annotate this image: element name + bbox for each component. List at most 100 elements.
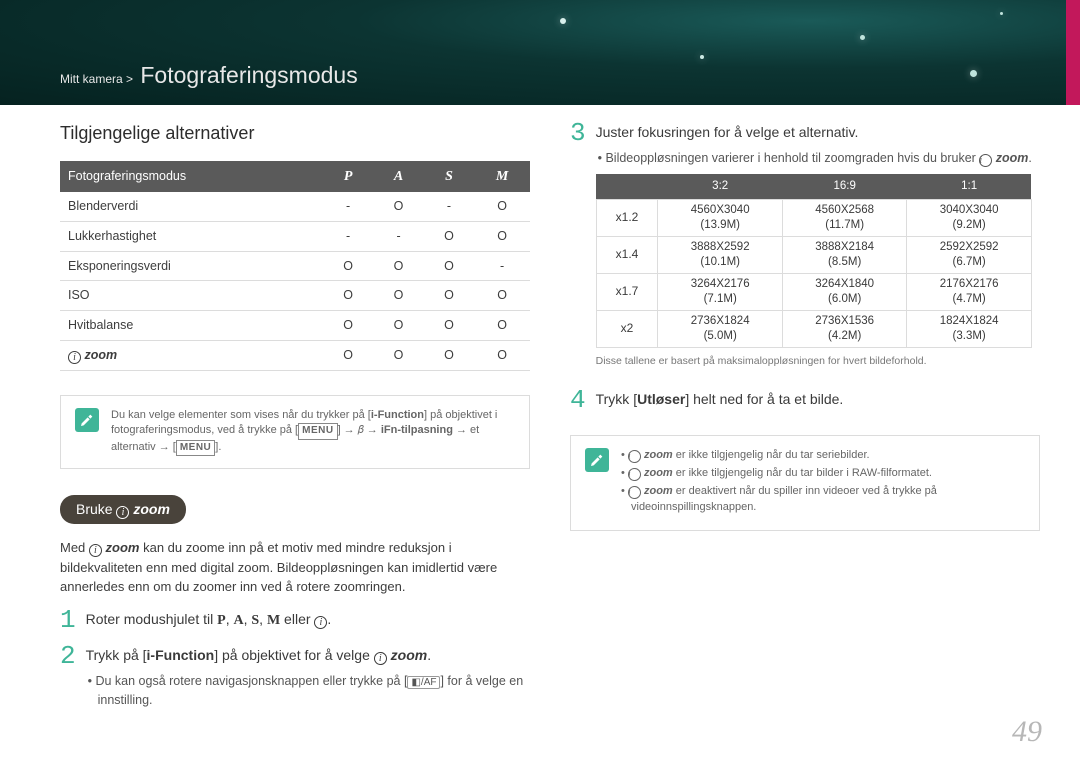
resolution-footnote: Disse tallene er basert på maksimalopplø… (596, 354, 1032, 370)
zoom-factor: x2 (596, 310, 658, 347)
opts-cell: O (424, 221, 474, 251)
res-header: 3:2 (658, 174, 782, 200)
step-3-sub: Bildeoppløsningen varierer i henhold til… (596, 149, 1032, 168)
note-box-right: • i zoom er ikke tilgjengelig når du tar… (570, 435, 1040, 531)
table-row: Blenderverdi-O-O (60, 192, 530, 221)
opts-row-label: Eksponeringsverdi (60, 251, 323, 281)
step-4: 4 Trykk [Utløser] helt ned for å ta et b… (570, 387, 1040, 413)
zoom-factor: x1.2 (596, 200, 658, 237)
res-cell: 2736X1824(5.0M) (658, 310, 782, 347)
table-row: x1.24560X3040(13.9M)4560X2568(11.7M)3040… (596, 200, 1031, 237)
res-cell: 4560X3040(13.9M) (658, 200, 782, 237)
step-4-body: Trykk [Utløser] helt ned for å ta et bil… (596, 387, 844, 413)
res-cell: 2736X1536(4.2M) (782, 310, 906, 347)
opts-cell: O (424, 311, 474, 341)
step-2-sub: Du kan også rotere navigasjonsknappen el… (86, 672, 530, 710)
opts-row-label: Lukkerhastighet (60, 221, 323, 251)
opts-cell: O (323, 340, 373, 370)
opts-cell: O (474, 340, 530, 370)
breadcrumb: Mitt kamera > Fotograferingsmodus (60, 62, 358, 89)
header-band: Mitt kamera > Fotograferingsmodus (0, 0, 1080, 105)
opts-header-label: Fotograferingsmodus (60, 161, 323, 192)
opts-cell: - (373, 221, 423, 251)
note-line: • i zoom er ikke tilgjengelig når du tar… (621, 466, 1025, 482)
step-number: 1 (60, 607, 76, 633)
opts-cell: O (373, 340, 423, 370)
table-row: ISOOOOO (60, 281, 530, 311)
note-text-right: • i zoom er ikke tilgjengelig når du tar… (621, 448, 1025, 518)
opts-row-label: Blenderverdi (60, 192, 323, 221)
opts-mode-header: P (323, 161, 373, 192)
table-row: x1.73264X2176(7.1M)3264X1840(6.0M)2176X2… (596, 273, 1031, 310)
table-row: EksponeringsverdiOOO- (60, 251, 530, 281)
step-2: 2 Trykk på [i-Function] på objektivet fo… (60, 643, 530, 710)
opts-cell: O (424, 251, 474, 281)
table-row: x22736X1824(5.0M)2736X1536(4.2M)1824X182… (596, 310, 1031, 347)
res-cell: 2592X2592(6.7M) (907, 236, 1032, 273)
opts-mode-header: M (474, 161, 530, 192)
opts-cell: O (323, 311, 373, 341)
opts-cell: O (474, 221, 530, 251)
zoom-factor: x1.7 (596, 273, 658, 310)
pen-nib-icon (585, 448, 609, 518)
table-row: HvitbalanseOOOO (60, 311, 530, 341)
res-cell: 3264X2176(7.1M) (658, 273, 782, 310)
step-3: 3 Juster fokusringen for å velge et alte… (570, 120, 1040, 369)
opts-cell: O (424, 340, 474, 370)
res-cell: 3264X1840(6.0M) (782, 273, 906, 310)
res-header (596, 174, 658, 200)
step-number: 3 (570, 120, 586, 369)
opts-cell: - (323, 221, 373, 251)
res-cell: 3040X3040(9.2M) (907, 200, 1032, 237)
opts-row-label: i zoom (60, 340, 323, 370)
left-heading: Tilgjengelige alternativer (60, 120, 530, 147)
step-1: 1 Roter modushjulet til P, A, S, M eller… (60, 607, 530, 633)
options-table: FotograferingsmodusPASM Blenderverdi-O-O… (60, 161, 530, 371)
izoom-pill: Bruke i zoom (60, 469, 530, 534)
opts-row-label: Hvitbalanse (60, 311, 323, 341)
step-2-body: Trykk på [i-Function] på objektivet for … (86, 643, 530, 710)
opts-cell: - (323, 192, 373, 221)
table-row: x1.43888X2592(10.1M)3888X2184(8.5M)2592X… (596, 236, 1031, 273)
table-row: i zoomOOOO (60, 340, 530, 370)
table-row: Lukkerhastighet--OO (60, 221, 530, 251)
left-column: Tilgjengelige alternativer Fotografering… (60, 120, 530, 709)
opts-cell: O (373, 192, 423, 221)
right-column: 3 Juster fokusringen for å velge et alte… (570, 120, 1040, 709)
opts-cell: O (474, 281, 530, 311)
opts-row-label: ISO (60, 281, 323, 311)
note-line: • i zoom er ikke tilgjengelig når du tar… (621, 448, 1025, 464)
breadcrumb-current: Fotograferingsmodus (140, 62, 357, 88)
opts-cell: O (373, 311, 423, 341)
opts-cell: O (474, 192, 530, 221)
zoom-factor: x1.4 (596, 236, 658, 273)
izoom-paragraph: Med i zoom kan du zoome inn på et motiv … (60, 538, 530, 597)
opts-mode-header: S (424, 161, 474, 192)
res-cell: 1824X1824(3.3M) (907, 310, 1032, 347)
opts-cell: - (424, 192, 474, 221)
step-number: 4 (570, 387, 586, 413)
opts-cell: O (424, 281, 474, 311)
opts-cell: O (474, 311, 530, 341)
res-cell: 3888X2184(8.5M) (782, 236, 906, 273)
pen-nib-icon (75, 408, 99, 457)
step-number: 2 (60, 643, 76, 710)
note-line: • i zoom er deaktivert når du spiller in… (621, 484, 1025, 516)
res-cell: 4560X2568(11.7M) (782, 200, 906, 237)
resolution-table: 3:216:91:1 x1.24560X3040(13.9M)4560X2568… (596, 174, 1032, 348)
step-1-body: Roter modushjulet til P, A, S, M eller i… (86, 607, 332, 633)
note-box-left: Du kan velge elementer som vises når du … (60, 395, 530, 470)
opts-cell: O (373, 281, 423, 311)
step-3-body: Juster fokusringen for å velge et altern… (596, 120, 1032, 369)
res-header: 16:9 (782, 174, 906, 200)
res-cell: 2176X2176(4.7M) (907, 273, 1032, 310)
page-number: 49 (1012, 715, 1042, 749)
res-cell: 3888X2592(10.1M) (658, 236, 782, 273)
res-header: 1:1 (907, 174, 1032, 200)
opts-mode-header: A (373, 161, 423, 192)
breadcrumb-parent: Mitt kamera > (60, 72, 133, 86)
opts-cell: O (323, 251, 373, 281)
opts-cell: - (474, 251, 530, 281)
note-text-left: Du kan velge elementer som vises når du … (111, 408, 515, 457)
opts-cell: O (373, 251, 423, 281)
